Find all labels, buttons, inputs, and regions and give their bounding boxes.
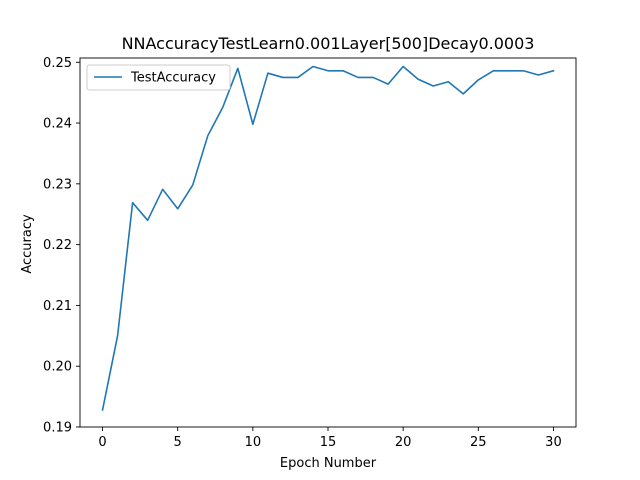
- legend-label: TestAccuracy: [130, 71, 216, 86]
- x-tick-label: 5: [174, 435, 182, 450]
- y-tick-label: 0.21: [43, 299, 72, 314]
- x-tick-label: 30: [545, 435, 562, 450]
- x-tick-label: 20: [395, 435, 412, 450]
- legend-box: [86, 64, 231, 91]
- y-tick-label: 0.19: [43, 421, 72, 436]
- y-tick-label: 0.22: [43, 238, 72, 253]
- y-tick-label: 0.25: [43, 56, 72, 71]
- x-axis-label: Epoch Number: [280, 456, 377, 471]
- x-tick-label: 15: [320, 435, 337, 450]
- x-tick-label: 0: [98, 435, 106, 450]
- x-tick-label: 10: [245, 435, 262, 450]
- plot-area: 0 5 10 15 20 25 30 0.19 0.20 0.21 0.22 0.23 0.24 0.25…: [43, 56, 577, 450]
- chart-title: NNAccuracyTestLearn0.001Layer[500]Decay0…: [122, 34, 535, 53]
- legend: TestAccuracy: [86, 64, 231, 91]
- y-axis-label: Accuracy: [20, 214, 35, 274]
- y-tick-label: 0.23: [43, 177, 72, 192]
- y-tick-label: 0.24: [43, 117, 72, 132]
- y-tick-label: 0.20: [43, 360, 72, 375]
- x-tick-label: 25: [470, 435, 487, 450]
